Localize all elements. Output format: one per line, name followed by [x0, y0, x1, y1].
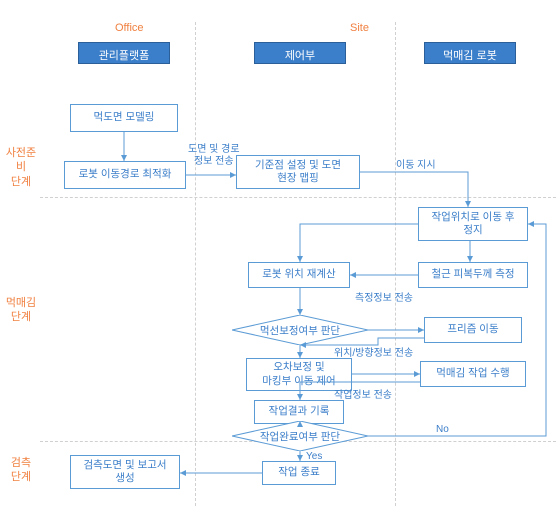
d-line-label: 먹선보정여부 판단 [232, 315, 368, 345]
n-origin: 기준점 설정 및 도면 현장 맵핑 [236, 155, 360, 189]
n-recalc: 로봇 위치 재계산 [248, 262, 350, 288]
phase-label-verify: 검측단계 [2, 456, 40, 485]
n-optim: 로봇 이동경로 최적화 [64, 161, 186, 189]
n-correct: 오차보정 및 마킹부 이동 제어 [246, 358, 352, 391]
e9-label: 위치/방향정보 전송 [334, 348, 413, 360]
n-end: 작업 종료 [262, 461, 336, 485]
d-done: 작업완료여부 판단 [232, 421, 368, 451]
e2-label: 도면 및 경로 정보 전송 [188, 144, 240, 167]
e4 [300, 224, 418, 262]
e14-label: Yes [306, 451, 322, 463]
n-prism: 프리즘 이동 [424, 317, 522, 343]
lane-label-office: Office [115, 22, 144, 34]
e3 [360, 172, 468, 207]
phase-label-work: 먹매김단계 [2, 296, 40, 325]
n-do: 먹매김 작업 수행 [420, 361, 526, 387]
e3-label: 이동 지시 [396, 160, 436, 172]
h-ctrl: 제어부 [254, 42, 346, 64]
flowchart-canvas: Office Site 사전준비단계먹매김단계검측단계 관리플랫폼 제어부 먹매김 로봇먹… [0, 0, 556, 506]
h-robot: 먹매김 로봇 [424, 42, 516, 64]
n-model: 먹도면 모델링 [70, 104, 178, 132]
phase-label-prep: 사전준비단계 [2, 146, 40, 189]
h-mgmt: 관리플랫폼 [78, 42, 170, 64]
e12-label: 작업정보 전송 [334, 390, 392, 402]
phase-divider-0 [40, 197, 556, 198]
d-done-label: 작업완료여부 판단 [232, 421, 368, 451]
e6-label: 측정정보 전송 [355, 293, 413, 305]
n-report: 검측도면 및 보고서 생성 [70, 455, 180, 489]
lane-divider-1 [395, 22, 396, 506]
lane-label-site: Site [350, 22, 369, 34]
n-move: 작업위치로 이동 후 정지 [418, 207, 528, 241]
lane-divider-0 [195, 22, 196, 506]
d-line: 먹선보정여부 판단 [232, 315, 368, 345]
n-thick: 철근 피복두께 측정 [418, 262, 528, 288]
e15-label: No [436, 424, 449, 436]
